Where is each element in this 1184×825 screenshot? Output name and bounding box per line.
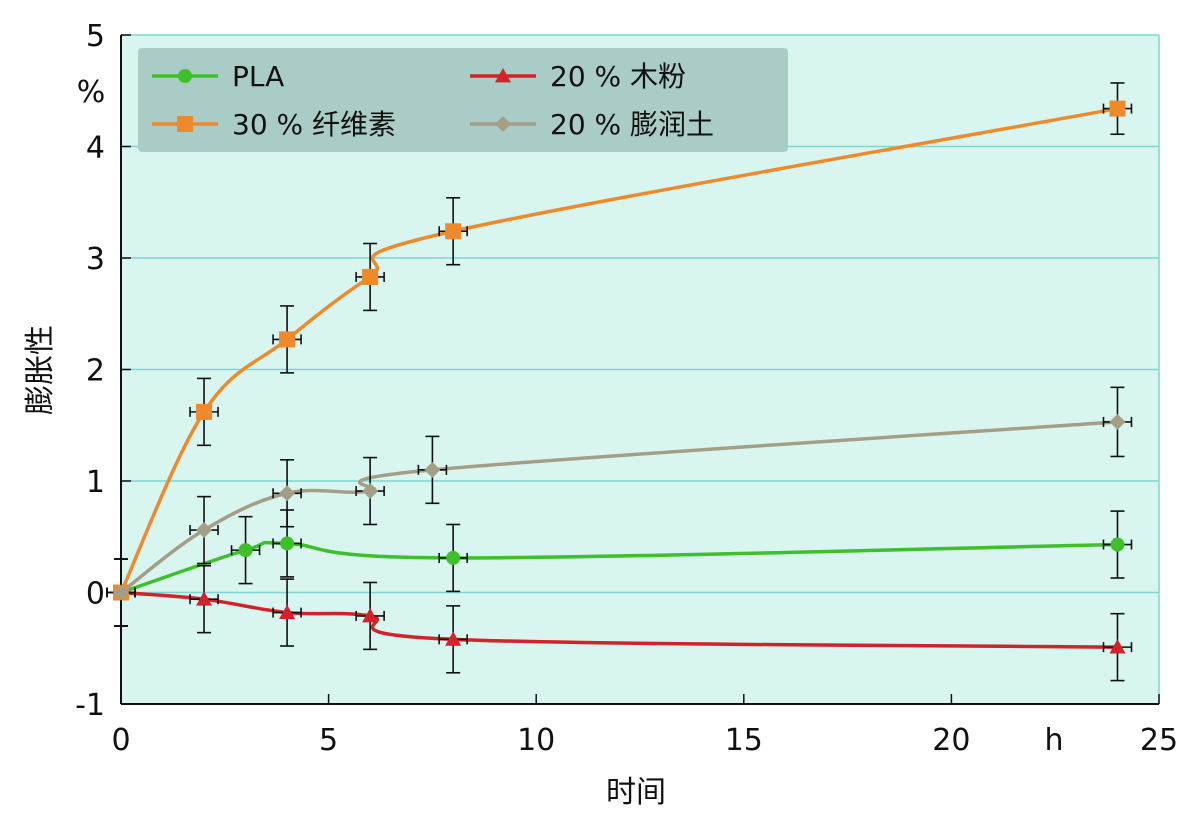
data-point <box>1110 537 1125 552</box>
series-line <box>120 540 1118 595</box>
data-point <box>446 550 461 565</box>
x-ticks: 0 5 10 15 20 25 <box>111 694 1178 758</box>
data-point <box>445 631 462 646</box>
data-point <box>1109 100 1126 117</box>
data-point <box>279 331 296 348</box>
y-tick-label: -1 <box>75 688 105 723</box>
data-point <box>362 483 379 500</box>
data-point <box>279 604 296 619</box>
x-tick-label: 10 <box>517 723 555 758</box>
legend-marker <box>495 68 511 83</box>
legend-label: 20 % 膨润土 <box>550 108 714 141</box>
y-unit-label: % <box>77 75 106 110</box>
legend-item: 20 % 木粉 <box>470 60 686 93</box>
x-axis-title: 时间 <box>606 775 666 810</box>
x-tick-label: 0 <box>111 723 130 758</box>
data-point <box>279 485 296 502</box>
legend-label: 30 % 纤维素 <box>232 108 396 141</box>
legend-box <box>138 48 788 152</box>
legend-label: 20 % 木粉 <box>550 60 686 93</box>
data-point <box>362 268 379 285</box>
x-tick-label: 20 <box>932 723 970 758</box>
data-point <box>1109 639 1126 654</box>
legend-marker <box>177 116 193 132</box>
data-point <box>445 223 462 240</box>
x-unit-label: h <box>1044 723 1063 758</box>
legend-label: PLA <box>232 60 284 93</box>
data-point <box>1109 413 1126 430</box>
series-3 <box>106 386 1133 627</box>
x-tick-label: 15 <box>725 723 763 758</box>
series-1 <box>106 558 1133 682</box>
data-point <box>280 536 295 551</box>
legend-marker <box>178 69 192 83</box>
data-point <box>113 584 129 601</box>
legend-item: 20 % 膨润土 <box>470 108 714 141</box>
grid-lines <box>121 34 1160 704</box>
data-point <box>196 591 213 606</box>
data-point <box>196 403 213 420</box>
data-point <box>362 607 379 623</box>
series-layer <box>106 82 1133 682</box>
y-tick-label: 4 <box>86 131 105 166</box>
legend-item: PLA <box>152 60 284 93</box>
y-tick-label: 2 <box>86 354 105 389</box>
y-tick-label: 0 <box>86 577 105 612</box>
data-point <box>424 461 441 478</box>
y-tick-label: 1 <box>86 465 105 500</box>
legend: PLA 20 % 木粉 30 % 纤维素 20 % 膨润土 <box>138 48 788 152</box>
y-axis-title: 膨胀性 <box>23 325 58 415</box>
data-point <box>196 522 213 539</box>
y-ticks: -1 0 1 2 3 4 5 <box>75 19 131 723</box>
x-tick-label: 5 <box>319 723 338 758</box>
legend-marker <box>495 116 511 132</box>
y-tick-label: 5 <box>86 19 105 54</box>
data-point <box>238 543 253 558</box>
legend-item: 30 % 纤维素 <box>152 108 396 141</box>
y-tick-label: 3 <box>86 242 105 277</box>
x-tick-label: 25 <box>1140 723 1178 758</box>
